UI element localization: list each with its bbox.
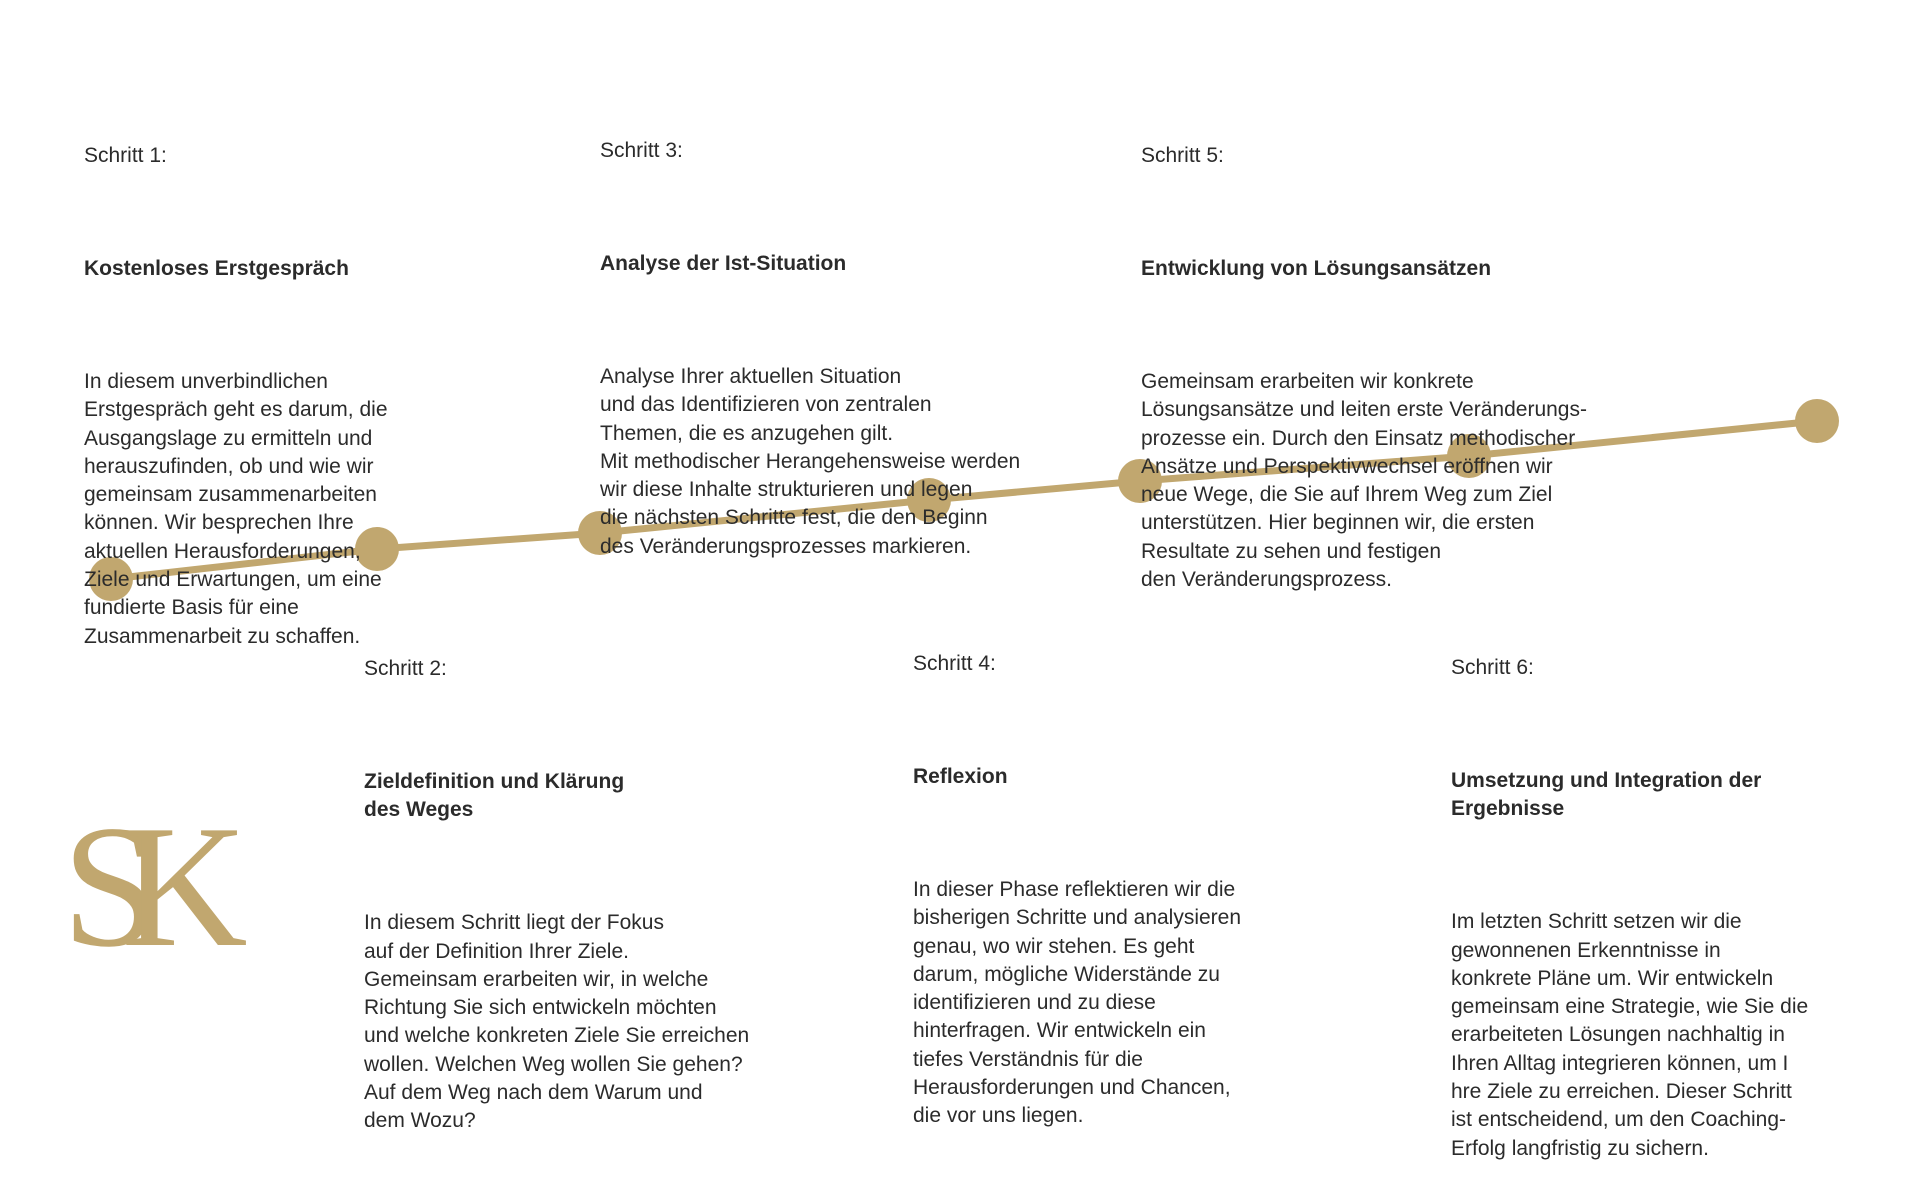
timeline-dot-7 — [1795, 399, 1839, 443]
step-4: Schritt 4: Reflexion In dieser Phase ref… — [913, 593, 1241, 1159]
step-title: Entwicklung von Lösungsansätzen — [1141, 256, 1492, 280]
step-description: In diesem Schritt liegt der Fokus auf de… — [364, 911, 750, 1133]
step-title: Zieldefinition und Klärung des Weges — [364, 769, 625, 822]
step-title: Kostenloses Erstgespräch — [84, 256, 349, 280]
step-label: Schritt 1: — [84, 143, 167, 167]
step-6: Schritt 6: Umsetzung und Integration der… — [1451, 597, 1808, 1191]
step-title: Analyse der Ist-Situation — [600, 251, 847, 275]
step-5: Schritt 5: Entwicklung von Lösungsansätz… — [1141, 85, 1587, 623]
step-description: In dieser Phase reflektieren wir die bis… — [913, 877, 1242, 1128]
timeline — [89, 399, 1839, 601]
timeline-dot-1 — [89, 557, 133, 601]
timeline-dot-2 — [355, 527, 399, 571]
step-3: Schritt 3: Analyse der Ist-Situation Ana… — [600, 80, 1020, 589]
timeline-dot-4 — [907, 478, 951, 522]
step-title: Reflexion — [913, 764, 1008, 788]
step-description: Gemeinsam erarbeiten wir konkrete Lösung… — [1141, 369, 1587, 592]
step-label: Schritt 3: — [600, 138, 683, 162]
step-title: Umsetzung und Integration der Ergebnisse — [1451, 768, 1762, 821]
step-label: Schritt 4: — [913, 651, 996, 675]
step-label: Schritt 6: — [1451, 655, 1534, 679]
step-2: Schritt 2: Zieldefinition und Klärung de… — [364, 598, 749, 1164]
step-1: Schritt 1: Kostenloses Erstgespräch In d… — [84, 85, 388, 679]
timeline-dot-5 — [1118, 459, 1162, 503]
step-label: Schritt 5: — [1141, 143, 1224, 167]
timeline-dot-3 — [578, 511, 622, 555]
svg-text:SK: SK — [62, 800, 246, 960]
sk-logo: SK — [62, 789, 284, 983]
step-description: Analyse Ihrer aktuellen Situation und da… — [600, 364, 1021, 558]
step-description: In diesem unverbindlichen Erstgespräch g… — [84, 369, 388, 648]
timeline-dot-6 — [1447, 434, 1491, 478]
step-label: Schritt 2: — [364, 656, 447, 680]
step-description: Im letzten Schritt setzen wir die gewonn… — [1451, 910, 1809, 1160]
